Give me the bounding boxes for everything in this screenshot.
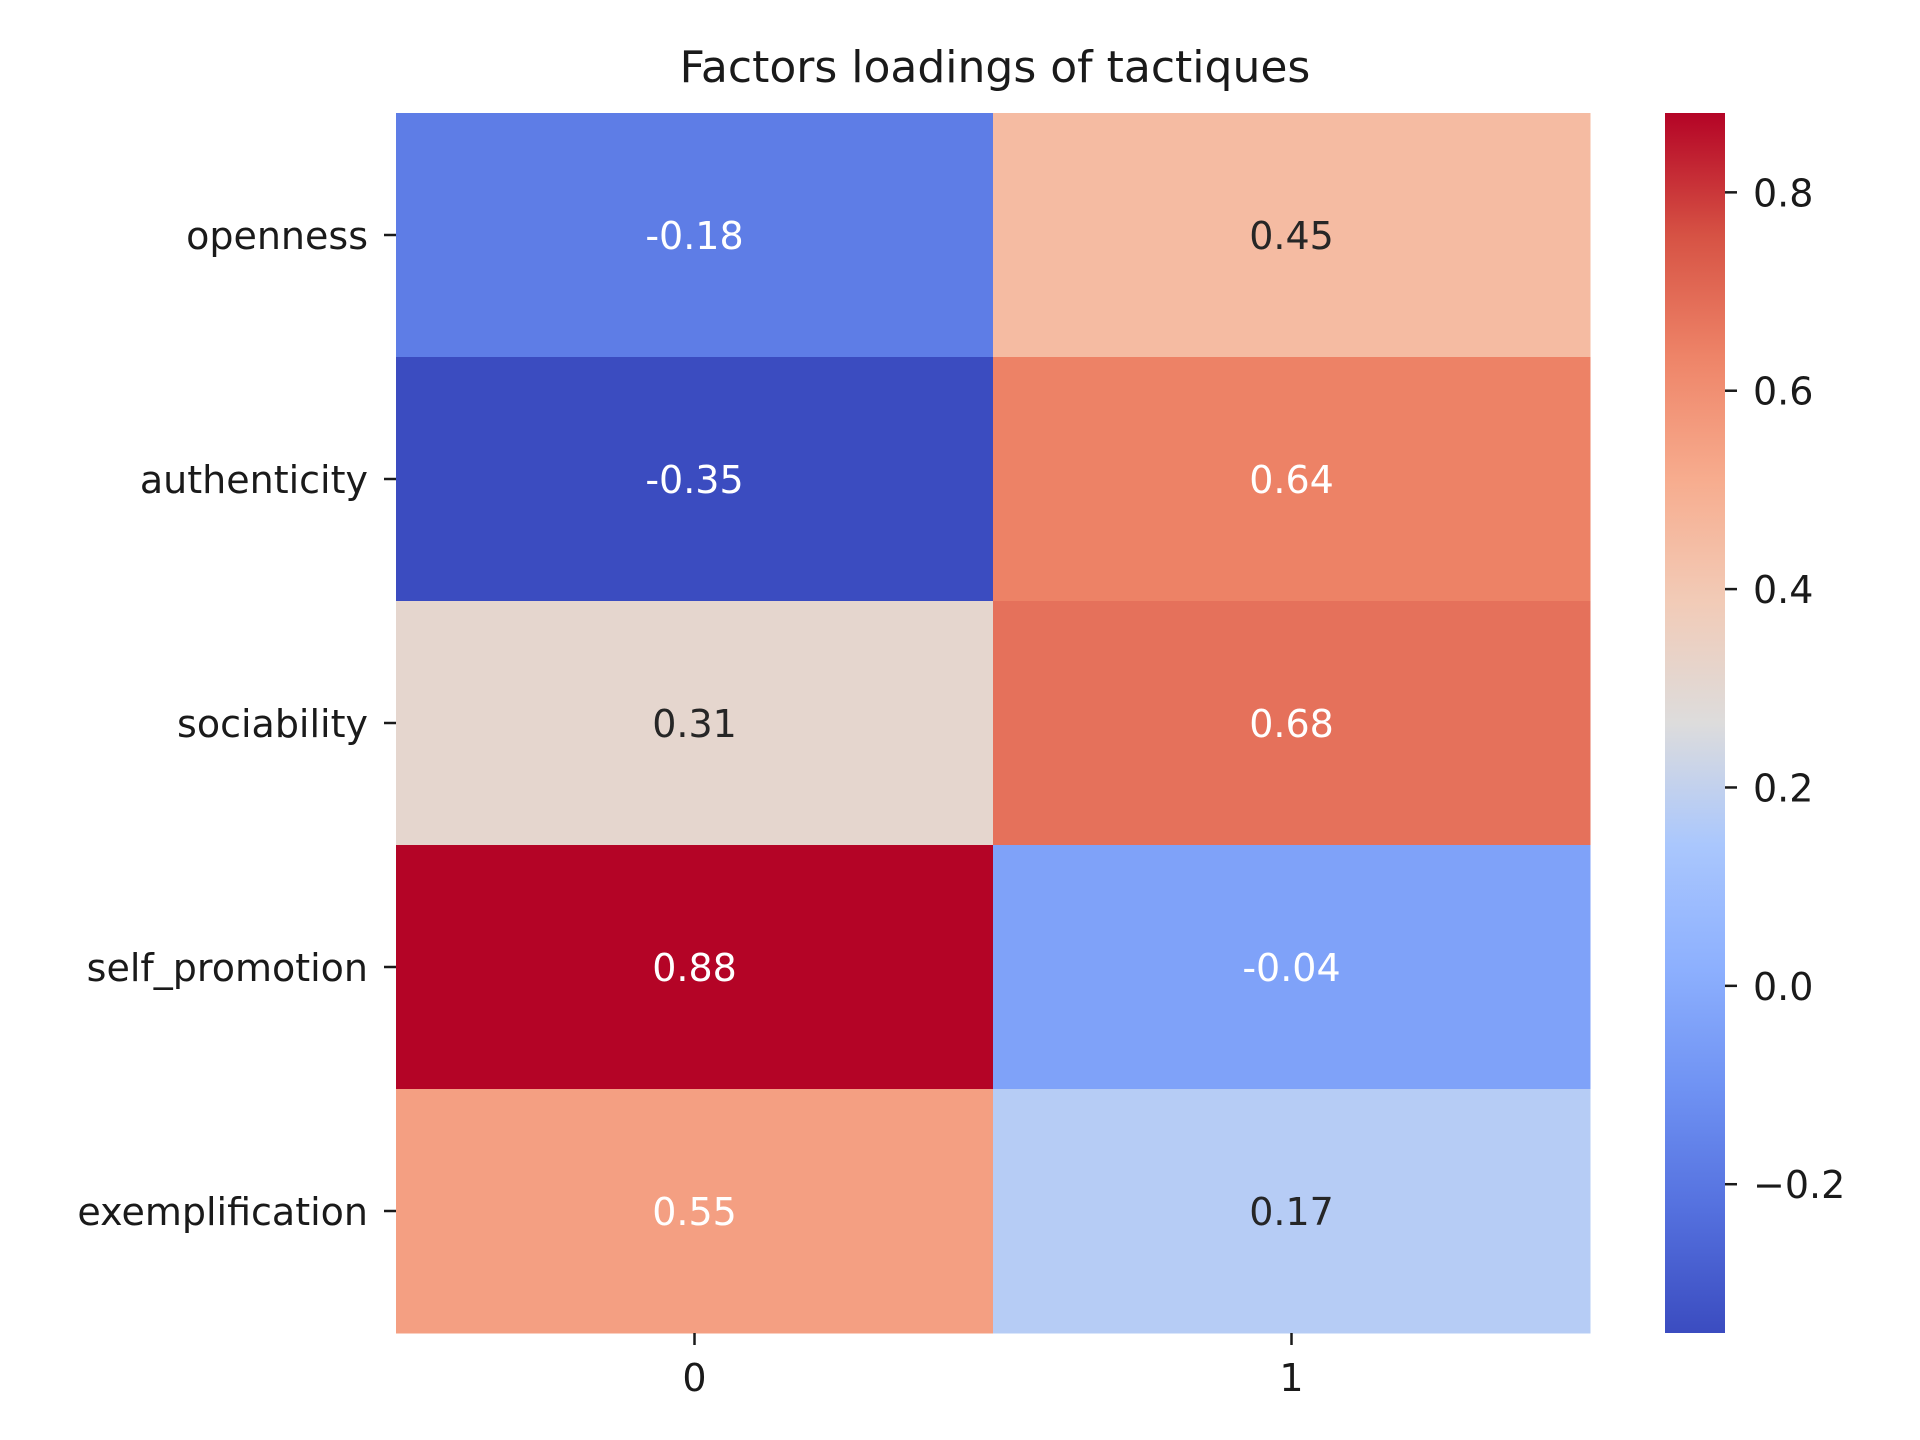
- cell-value-label: 0.68: [1249, 702, 1334, 746]
- colorbar: 0.8 0.6 0.4 0.2 0.0 −0.2: [1665, 113, 1845, 1333]
- y-tick-label: sociability: [177, 702, 368, 746]
- y-axis: openness authenticity sociability self_prom…: [77, 214, 396, 1234]
- cell-value-label: -0.04: [1242, 946, 1340, 990]
- colorbar-tick-label: 0.2: [1753, 766, 1813, 810]
- heatmap-cell: [396, 1089, 994, 1334]
- cell-value-label: 0.45: [1249, 214, 1334, 258]
- cell-value-label: 0.17: [1249, 1190, 1334, 1234]
- heatmap-cell: [993, 1089, 1591, 1334]
- cell-value-label: -0.35: [645, 458, 743, 502]
- cell-value-label: -0.18: [645, 214, 743, 258]
- heatmap-cell-labels: -0.18 0.45 -0.35 0.64 0.31 0.68 0.88 -0.04 0.55 0…: [645, 214, 1340, 1234]
- heatmap-cell: [396, 357, 994, 602]
- heatmap-cell: [993, 845, 1591, 1090]
- heatmap-cell: [396, 113, 994, 358]
- x-tick-label: 1: [1279, 1356, 1303, 1400]
- x-tick-label: 0: [682, 1356, 706, 1400]
- colorbar-tick-label: 0.6: [1753, 370, 1813, 414]
- colorbar-tick-label: 0.8: [1753, 171, 1813, 215]
- colorbar-tick-label: −0.2: [1753, 1163, 1845, 1207]
- heatmap-cell: [993, 357, 1591, 602]
- chart-title: Factors loadings of tactiques: [680, 42, 1311, 93]
- colorbar-tick-label: 0.4: [1753, 568, 1813, 612]
- cell-value-label: 0.31: [652, 702, 737, 746]
- colorbar-ticks: 0.8 0.6 0.4 0.2 0.0 −0.2: [1725, 171, 1845, 1207]
- y-tick-label: self_promotion: [87, 946, 368, 990]
- heatmap-cell: [993, 601, 1591, 846]
- cell-value-label: 0.88: [652, 946, 737, 990]
- heatmap-cell: [993, 113, 1591, 358]
- colorbar-gradient: [1665, 113, 1725, 1333]
- y-tick-label: authenticity: [140, 458, 368, 502]
- cell-value-label: 0.64: [1249, 458, 1334, 502]
- cell-value-label: 0.55: [652, 1190, 737, 1234]
- heatmap-cell: [396, 845, 994, 1090]
- heatmap-cells: [396, 113, 1591, 1334]
- y-tick-label: exemplification: [77, 1190, 368, 1234]
- heatmap-cell: [396, 601, 994, 846]
- colorbar-tick-label: 0.0: [1753, 965, 1813, 1009]
- y-tick-label: openness: [186, 214, 368, 258]
